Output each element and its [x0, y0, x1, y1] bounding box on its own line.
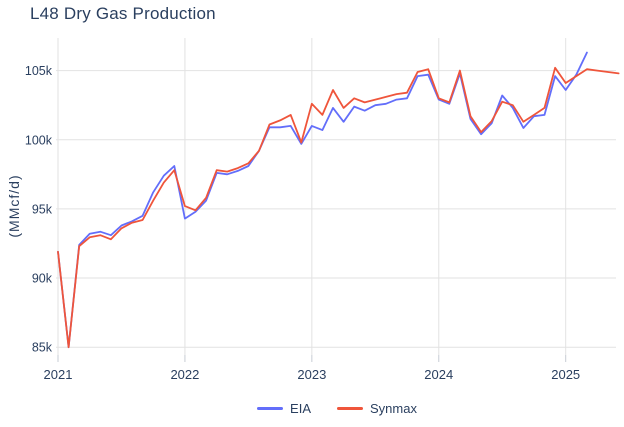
y-tick-label: 90k — [32, 272, 53, 286]
x-tick-label: 2024 — [424, 367, 453, 382]
x-tick-label: 2021 — [44, 367, 73, 382]
x-tick-label: 2023 — [297, 367, 326, 382]
x-tick-label: 2025 — [551, 367, 580, 382]
legend-label: Synmax — [370, 401, 417, 416]
synmax-line — [57, 66, 620, 349]
y-tick-label: 100k — [25, 133, 53, 147]
legend-label: EIA — [290, 401, 311, 416]
chart-title: L48 Dry Gas Production — [30, 4, 216, 23]
legend-swatch-eia — [257, 407, 284, 410]
legend: EIA Synmax — [58, 401, 616, 416]
eia-line — [57, 51, 588, 349]
legend-item-synmax[interactable]: Synmax — [337, 401, 417, 416]
y-tick-label: 105k — [25, 64, 53, 78]
y-tick-label: 85k — [32, 341, 53, 355]
y-tick-label: 95k — [32, 202, 53, 216]
plot-area[interactable]: 85k 90k 95k 100k 105k 2021 2022 2023 2024 2025 — [0, 0, 624, 396]
legend-item-eia[interactable]: EIA — [257, 401, 311, 416]
x-tick-label: 2022 — [170, 367, 199, 382]
legend-swatch-synmax — [337, 407, 363, 410]
